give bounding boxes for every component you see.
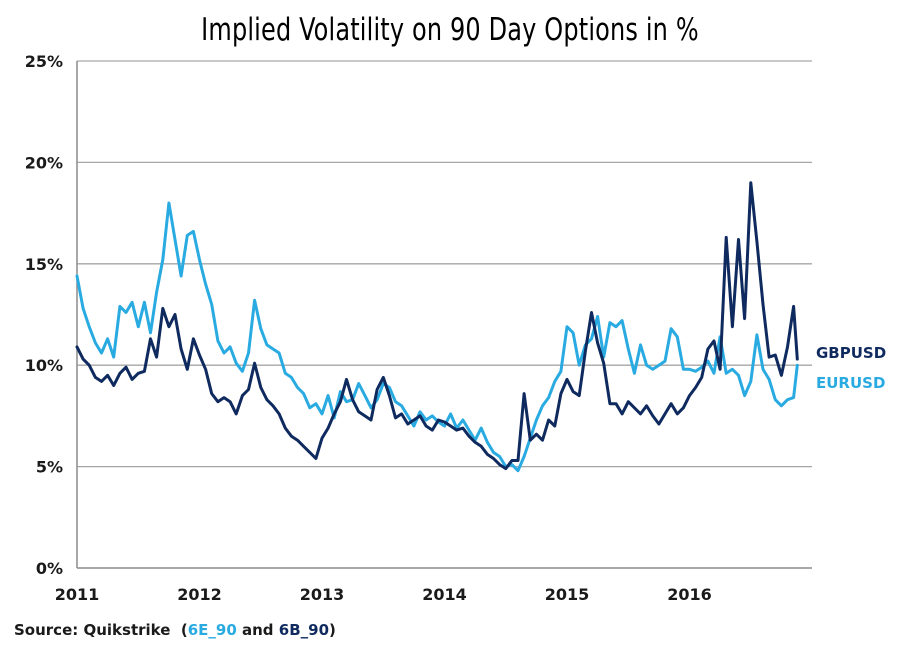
series-end-labels: GBPUSD EURUSD [816, 344, 886, 392]
y-tick-label: 5% [36, 458, 63, 477]
x-tick-label: 2016 [667, 585, 712, 604]
source-eur-code: 6E_90 [187, 621, 237, 639]
y-axis-ticks: 0% 5% 10% 15% 20% 25% [25, 52, 63, 578]
x-tick-label: 2011 [55, 585, 100, 604]
axes [76, 61, 812, 569]
y-tick-label: 15% [25, 255, 63, 274]
source-prefix: Source: Quikstrike [14, 621, 171, 639]
x-tick-label: 2013 [300, 585, 345, 604]
series-line-gbpusd [75, 181, 799, 471]
x-axis-ticks: 2011 2012 2013 2014 2015 2016 [55, 585, 712, 604]
y-tick-label: 20% [25, 153, 63, 172]
y-tick-label: 0% [36, 559, 63, 578]
source-open-paren: ( [180, 621, 188, 639]
chart-title: Implied Volatility on 90 Day Options in … [201, 12, 699, 48]
y-tick-label: 25% [25, 52, 63, 71]
series-lines [75, 181, 799, 473]
source-gbp-code: 6B_90 [278, 621, 330, 639]
series-label-eurusd: EURUSD [816, 374, 885, 392]
series-label-gbpusd: GBPUSD [816, 344, 886, 362]
y-tick-label: 10% [25, 356, 63, 375]
series-line-eurusd [75, 201, 799, 473]
x-tick-label: 2012 [177, 585, 222, 604]
source-close-paren: ) [329, 621, 336, 639]
source-note: Source: Quikstrike (6E_90 and 6B_90) [14, 621, 336, 639]
source-and: and [236, 621, 279, 639]
x-tick-label: 2014 [422, 585, 467, 604]
gridlines [77, 60, 812, 468]
x-tick-label: 2015 [545, 585, 590, 604]
